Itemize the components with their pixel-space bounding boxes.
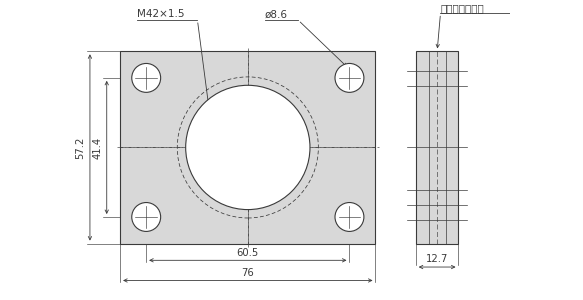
- Text: 41.4: 41.4: [92, 136, 103, 158]
- Circle shape: [185, 85, 310, 210]
- Text: 12.7: 12.7: [426, 254, 448, 264]
- Bar: [120, 51, 375, 244]
- Text: 76: 76: [241, 268, 254, 278]
- Circle shape: [335, 202, 364, 231]
- Text: 60.5: 60.5: [237, 248, 259, 258]
- Circle shape: [335, 64, 364, 92]
- Text: ø8.6: ø8.6: [265, 9, 287, 20]
- Circle shape: [132, 64, 161, 92]
- Bar: [416, 51, 458, 244]
- Text: 固定用スリット: 固定用スリット: [441, 3, 484, 13]
- Text: M42×1.5: M42×1.5: [137, 9, 184, 20]
- Circle shape: [132, 202, 161, 231]
- Text: 57.2: 57.2: [76, 136, 86, 159]
